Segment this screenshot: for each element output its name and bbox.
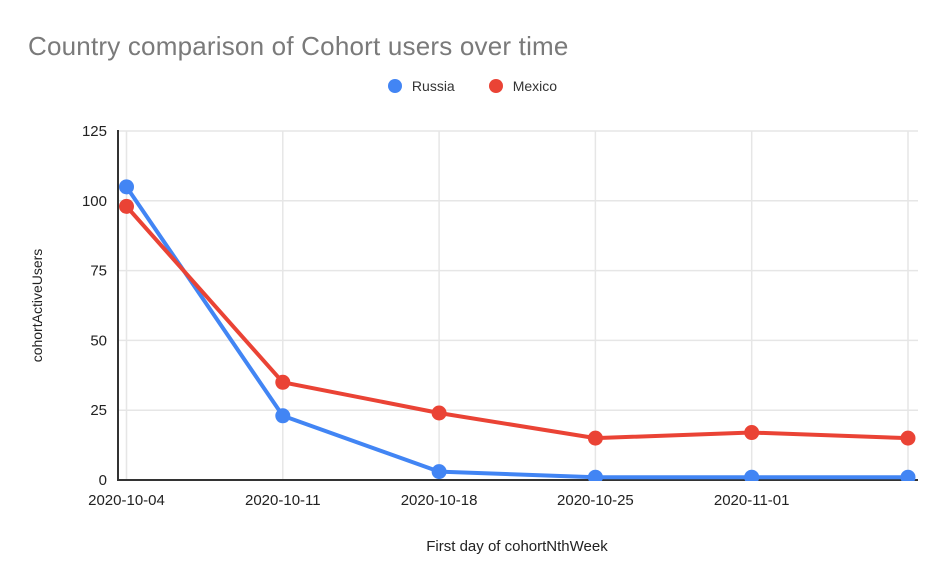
point-mexico-5[interactable] (900, 430, 916, 446)
legend-label-russia: Russia (411, 78, 455, 94)
y-tick-label-50: 50 (90, 332, 107, 349)
point-russia-0[interactable] (119, 179, 134, 195)
point-russia-2[interactable] (431, 464, 447, 480)
point-mexico-1[interactable] (275, 374, 291, 390)
x-tick-label-0: 2020-10-04 (88, 492, 165, 509)
legend-item-russia[interactable]: Russia (387, 78, 455, 94)
x-tick-label-4: 2020-11-01 (714, 492, 790, 509)
legend-item-mexico[interactable]: Mexico (488, 78, 558, 94)
point-mexico-3[interactable] (587, 430, 603, 446)
point-russia-1[interactable] (275, 408, 291, 424)
point-mexico-0[interactable] (119, 198, 134, 214)
point-mexico-4[interactable] (744, 425, 760, 441)
y-axis-title: cohortActiveUsers (29, 249, 45, 363)
y-tick-label-25: 25 (90, 402, 107, 419)
point-russia-4[interactable] (744, 469, 760, 485)
point-russia-5[interactable] (900, 469, 916, 485)
series-line-russia (124, 184, 910, 480)
legend-label-mexico: Mexico (512, 78, 558, 94)
x-tick-label-3: 2020-10-25 (557, 492, 634, 509)
point-russia-3[interactable] (587, 469, 603, 485)
y-tick-label-125: 125 (82, 123, 107, 140)
y-tick-label-100: 100 (82, 193, 107, 210)
legend-marker-russia-icon (387, 79, 402, 93)
point-mexico-2[interactable] (431, 405, 447, 421)
x-tick-label-1: 2020-10-11 (245, 492, 321, 509)
chart-title: Country comparison of Cohort users over … (28, 31, 569, 61)
series-russia (119, 179, 916, 485)
x-axis-title: First day of cohortNthWeek (426, 538, 608, 555)
legend-marker-mexico-icon (488, 79, 503, 93)
series-line-mexico (124, 204, 910, 441)
legend: Russia Mexico (0, 78, 945, 94)
series-mexico (119, 198, 916, 446)
x-tick-label-2: 2020-10-18 (401, 492, 478, 509)
y-tick-label-0: 0 (99, 472, 107, 489)
y-tick-label-75: 75 (90, 263, 107, 280)
